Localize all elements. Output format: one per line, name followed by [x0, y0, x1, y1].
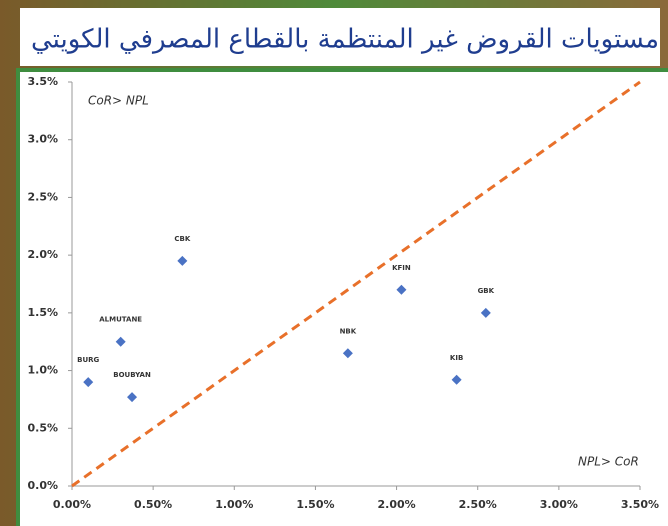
x-tick-label: 2.00% — [377, 498, 415, 511]
diagonal-line — [71, 80, 641, 488]
point-label: NBK — [340, 327, 357, 335]
y-tick-label: 2.0% — [27, 248, 58, 261]
y-tick-label: 0.0% — [27, 479, 58, 492]
point-label: GBK — [478, 287, 495, 295]
x-tick-label: 3.00% — [540, 498, 578, 511]
point-label: BOUBYAN — [113, 371, 151, 379]
point — [342, 348, 353, 359]
x-tick-label: 1.00% — [215, 498, 253, 511]
point — [396, 284, 407, 295]
point — [480, 307, 491, 318]
y-tick-label: 2.5% — [27, 190, 58, 203]
point — [177, 255, 188, 266]
title-banner — [20, 8, 660, 66]
x-tick-label: 3.50% — [621, 498, 659, 511]
y-tick-label: 1.0% — [27, 364, 58, 377]
x-tick-label: 0.00% — [53, 498, 91, 511]
y-tick-label: 1.5% — [27, 306, 58, 319]
annotation: CoR> NPL — [88, 94, 149, 108]
y-tick-label: 3.0% — [27, 133, 58, 146]
point-label: ALMUTANE — [99, 316, 142, 324]
point — [83, 377, 94, 388]
y-tick-label: 0.5% — [27, 421, 58, 434]
point-label: BURG — [77, 356, 99, 364]
point — [451, 374, 462, 385]
plot-panel — [20, 72, 668, 526]
x-tick-label: 0.50% — [134, 498, 172, 511]
point-label: CBK — [174, 235, 190, 243]
point-label: KFIN — [392, 264, 411, 272]
x-tick-label: 2.50% — [459, 498, 497, 511]
point — [127, 392, 138, 403]
annotation: NPL> CoR — [578, 455, 639, 469]
point — [115, 336, 126, 347]
chart-title: مستويات القروض غير المنتظمة بالقطاع المص… — [31, 25, 659, 55]
x-tick-label: 1.50% — [296, 498, 334, 511]
point-label: KIB — [450, 354, 463, 362]
y-tick-label: 3.5% — [27, 75, 58, 88]
